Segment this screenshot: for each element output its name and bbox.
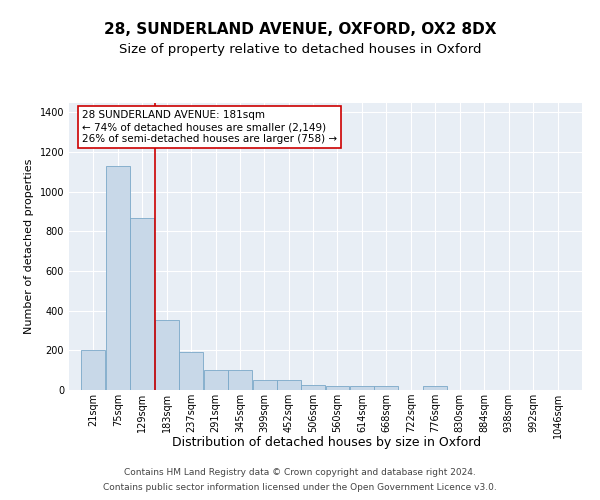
Bar [204,370,227,390]
Text: 28 SUNDERLAND AVENUE: 181sqm
← 74% of detached houses are smaller (2,149)
26% of: 28 SUNDERLAND AVENUE: 181sqm ← 74% of de… [82,110,337,144]
Bar [82,350,106,390]
Bar [325,386,349,390]
Bar [253,380,277,390]
Bar [228,370,252,390]
Text: Distribution of detached houses by size in Oxford: Distribution of detached houses by size … [172,436,482,449]
Bar [350,386,374,390]
Bar [130,218,154,390]
Y-axis label: Number of detached properties: Number of detached properties [24,158,34,334]
Bar [155,320,179,390]
Text: 28, SUNDERLAND AVENUE, OXFORD, OX2 8DX: 28, SUNDERLAND AVENUE, OXFORD, OX2 8DX [104,22,496,38]
Bar [424,386,447,390]
Bar [277,380,301,390]
Bar [374,386,398,390]
Text: Contains HM Land Registry data © Crown copyright and database right 2024.: Contains HM Land Registry data © Crown c… [124,468,476,477]
Bar [179,352,203,390]
Bar [106,166,130,390]
Text: Contains public sector information licensed under the Open Government Licence v3: Contains public sector information licen… [103,483,497,492]
Text: Size of property relative to detached houses in Oxford: Size of property relative to detached ho… [119,42,481,56]
Bar [301,385,325,390]
